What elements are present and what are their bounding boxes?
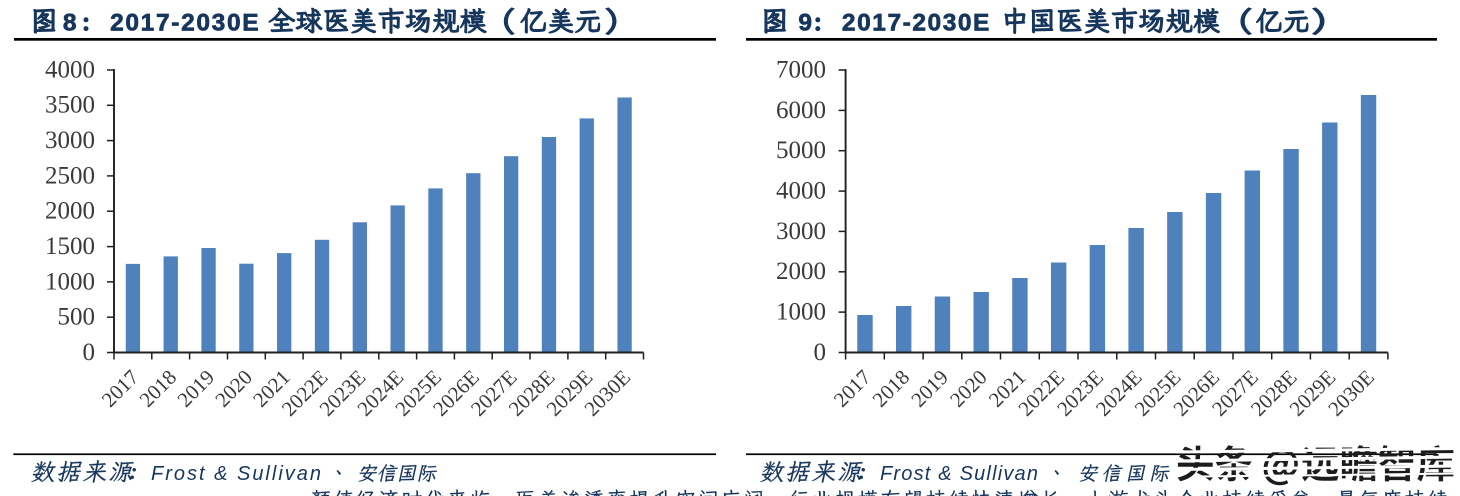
svg-text:1000: 1000 <box>776 299 826 326</box>
svg-text:2020: 2020 <box>210 365 257 412</box>
svg-text:4000: 4000 <box>45 56 95 83</box>
svg-text:2020: 2020 <box>945 365 992 412</box>
svg-text:Frost & Sullivan: Frost & Sullivan <box>151 463 321 485</box>
svg-text:9: 9 <box>798 9 812 36</box>
svg-text:2017: 2017 <box>829 365 876 412</box>
svg-text:1000: 1000 <box>45 268 95 295</box>
svg-text:6000: 6000 <box>776 97 826 124</box>
svg-text:5000: 5000 <box>776 137 826 164</box>
svg-text:3000: 3000 <box>776 218 826 245</box>
svg-text:2000: 2000 <box>776 258 826 285</box>
svg-text:8: 8 <box>63 9 77 36</box>
svg-text:2018: 2018 <box>135 365 182 412</box>
svg-text:1500: 1500 <box>45 233 95 260</box>
svg-text:2019: 2019 <box>906 365 953 412</box>
svg-text:3000: 3000 <box>45 127 95 154</box>
svg-text:Frost & Sullivan: Frost & Sullivan <box>880 463 1038 485</box>
svg-text:2500: 2500 <box>45 162 95 189</box>
svg-text:0: 0 <box>814 339 827 366</box>
svg-text:3500: 3500 <box>45 92 95 119</box>
svg-text:2017-2030E: 2017-2030E <box>842 9 990 36</box>
svg-text:7000: 7000 <box>776 56 826 83</box>
svg-text:2018: 2018 <box>868 365 915 412</box>
svg-text:2017: 2017 <box>97 365 144 412</box>
svg-text:4000: 4000 <box>776 177 826 204</box>
svg-text:0: 0 <box>83 339 96 366</box>
svg-text:500: 500 <box>58 304 96 331</box>
svg-text:2019: 2019 <box>172 365 219 412</box>
svg-text:2017-2030E: 2017-2030E <box>110 9 259 36</box>
svg-text:2000: 2000 <box>45 198 95 225</box>
